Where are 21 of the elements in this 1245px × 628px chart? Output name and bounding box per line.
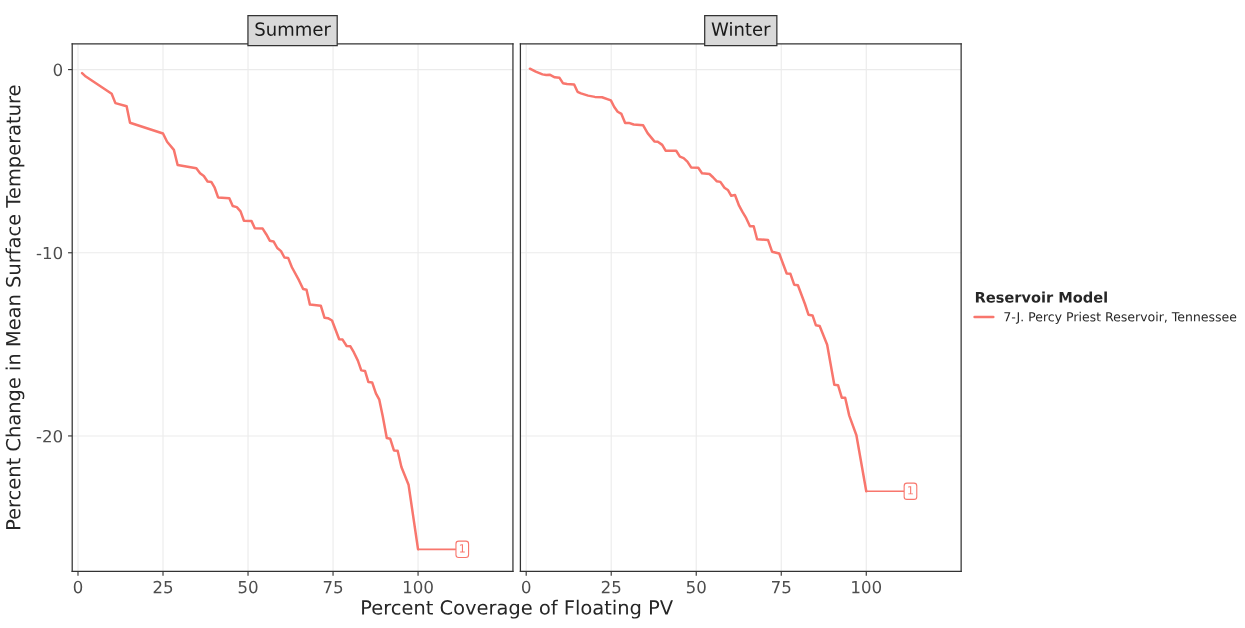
y-tick-label: -10 [36,246,63,260]
x-tick-label: 0 [73,580,83,594]
annotation: 1 [908,486,913,495]
x-tick-label: 50 [686,580,706,594]
y-tick-label: 0 [53,63,63,77]
x-tick-label: 50 [238,580,258,594]
y-axis-title: Percent Change in Mean Surface Temperature [5,85,25,530]
x-tick-label: 75 [772,581,791,594]
x-tick-label: 100 [852,580,882,594]
legend-label: 7-J. Percy Priest Reservoir, Tennessee [1004,311,1237,324]
x-tick-label: 75 [323,581,343,594]
x-tick-label: 25 [153,580,173,594]
x-tick-label: 0 [521,580,531,594]
x-axis-title: Percent Coverage of Floating PV [362,599,673,619]
annotation: 1 [459,544,465,553]
chart-title: Winter [711,21,771,36]
y-tick-label: -20 [36,429,63,443]
x-tick-label: 100 [403,580,433,594]
legend-title: Reservoir Model [975,291,1107,303]
chart-title: Summer [255,22,331,36]
x-tick-label: 25 [601,580,621,594]
